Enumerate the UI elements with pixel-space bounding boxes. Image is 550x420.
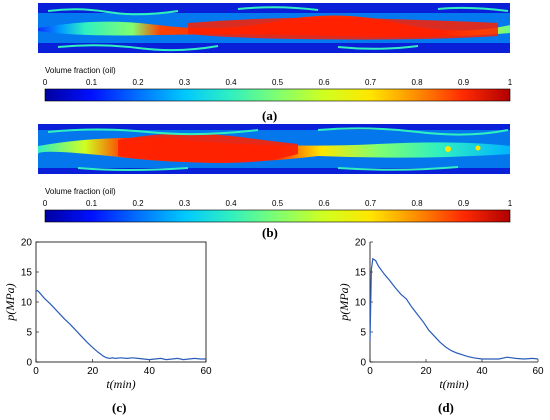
panel-b-label: (b) <box>262 225 278 240</box>
panel-a-field <box>38 3 510 53</box>
chart-c-y-axis-label: p(MPa) <box>3 283 17 321</box>
colorbar-b-tick-label: 0.2 <box>132 199 144 208</box>
colorbar-b-tick-label: 0.1 <box>86 199 98 208</box>
chart-c-y-tick-label: 10 <box>21 298 33 309</box>
chart-d-y-tick-label: 15 <box>355 268 367 279</box>
chart-c-x-tick-label: 40 <box>144 366 156 377</box>
colorbar-b-tick-label: 1 <box>508 199 513 208</box>
colorbar-b-tick-label: 0.4 <box>225 199 237 208</box>
chart-c-plot-frame <box>35 241 207 363</box>
chart-d-pressure-line <box>369 257 539 360</box>
chart-d-y-tick-label: 10 <box>355 298 367 309</box>
panel-b-field <box>38 124 510 174</box>
chart-d-x-tick-label: 60 <box>532 366 544 377</box>
chart-c-y-tick-label: 20 <box>21 238 33 249</box>
colorbar-a-tick-label: 0.7 <box>365 78 377 87</box>
colorbar-a-tick-label: 0.3 <box>179 78 191 87</box>
chart-d-x-tick-label: 40 <box>476 366 488 377</box>
panel-d-label: (d) <box>438 400 454 415</box>
colorbar-a-tick-label: 0.2 <box>132 78 144 87</box>
colorbar-a-tick-label: 0.5 <box>272 78 284 87</box>
chart-d-x-axis-label: t(min) <box>439 377 468 391</box>
colorbar-a-title: Volume fraction (oil) <box>45 66 116 75</box>
chart-d-x-tick-label: 20 <box>420 366 432 377</box>
chart-d-y-tick-label: 20 <box>355 238 367 249</box>
chart-c-x-tick-label: 60 <box>200 366 212 377</box>
colorbar-a-tick-label: 0 <box>43 78 48 87</box>
chart-d-x-tick-label: 0 <box>367 366 373 377</box>
colorbar-b-gradient <box>44 209 511 223</box>
chart-c-y-tick-label: 15 <box>21 268 33 279</box>
panel-c-label: (c) <box>112 400 127 415</box>
colorbar-b-tick-label: 0.7 <box>365 199 377 208</box>
colorbar-a: 0 0.1 0.2 0.3 0.4 0.5 0.6 0.7 0.8 0.9 1 <box>43 78 513 102</box>
chart-c-pressure-line <box>35 289 206 361</box>
colorbar-a-ticks: 0 0.1 0.2 0.3 0.4 0.5 0.6 0.7 0.8 0.9 1 <box>43 78 513 87</box>
colorbar-a-tick-label: 0.9 <box>458 78 470 87</box>
colorbar-b-tick-label: 0.9 <box>458 199 470 208</box>
chart-c: 0 20 40 60 0 5 10 15 20 t(min) p(MPa) <box>3 238 212 392</box>
chart-d-y-axis-label: p(MPa) <box>337 283 351 321</box>
panel-a-label: (a) <box>262 108 278 123</box>
colorbar-b-tick-label: 0 <box>43 199 48 208</box>
chart-d-y-tick-label: 5 <box>360 328 366 339</box>
colorbar-a-tick-label: 0.8 <box>411 78 423 87</box>
chart-c-y-tick-label: 5 <box>26 328 32 339</box>
colorbar-b-tick-label: 0.3 <box>179 199 191 208</box>
colorbar-a-gradient <box>44 88 511 102</box>
chart-c-x-axis-label: t(min) <box>106 377 135 391</box>
colorbar-b-ticks: 0 0.1 0.2 0.3 0.4 0.5 0.6 0.7 0.8 0.9 1 <box>43 199 513 208</box>
colorbar-a-tick-label: 0.4 <box>225 78 237 87</box>
chart-c-x-tick-label: 0 <box>33 366 39 377</box>
colorbar-b-tick-label: 0.6 <box>318 199 330 208</box>
chart-d-y-tick-label: 0 <box>360 358 366 369</box>
colorbar-b: 0 0.1 0.2 0.3 0.4 0.5 0.6 0.7 0.8 0.9 1 <box>43 199 513 223</box>
chart-d: 0 20 40 60 0 5 10 15 20 t(min) p(MPa) <box>337 238 544 392</box>
colorbar-a-tick-label: 1 <box>508 78 513 87</box>
chart-c-y-tick-label: 0 <box>26 358 32 369</box>
colorbar-a-tick-label: 0.1 <box>86 78 98 87</box>
colorbar-b-tick-label: 0.8 <box>411 199 423 208</box>
chart-c-x-tick-label: 20 <box>87 366 99 377</box>
colorbar-b-title: Volume fraction (oil) <box>45 187 116 196</box>
colorbar-a-tick-label: 0.6 <box>318 78 330 87</box>
colorbar-b-tick-label: 0.5 <box>272 199 284 208</box>
